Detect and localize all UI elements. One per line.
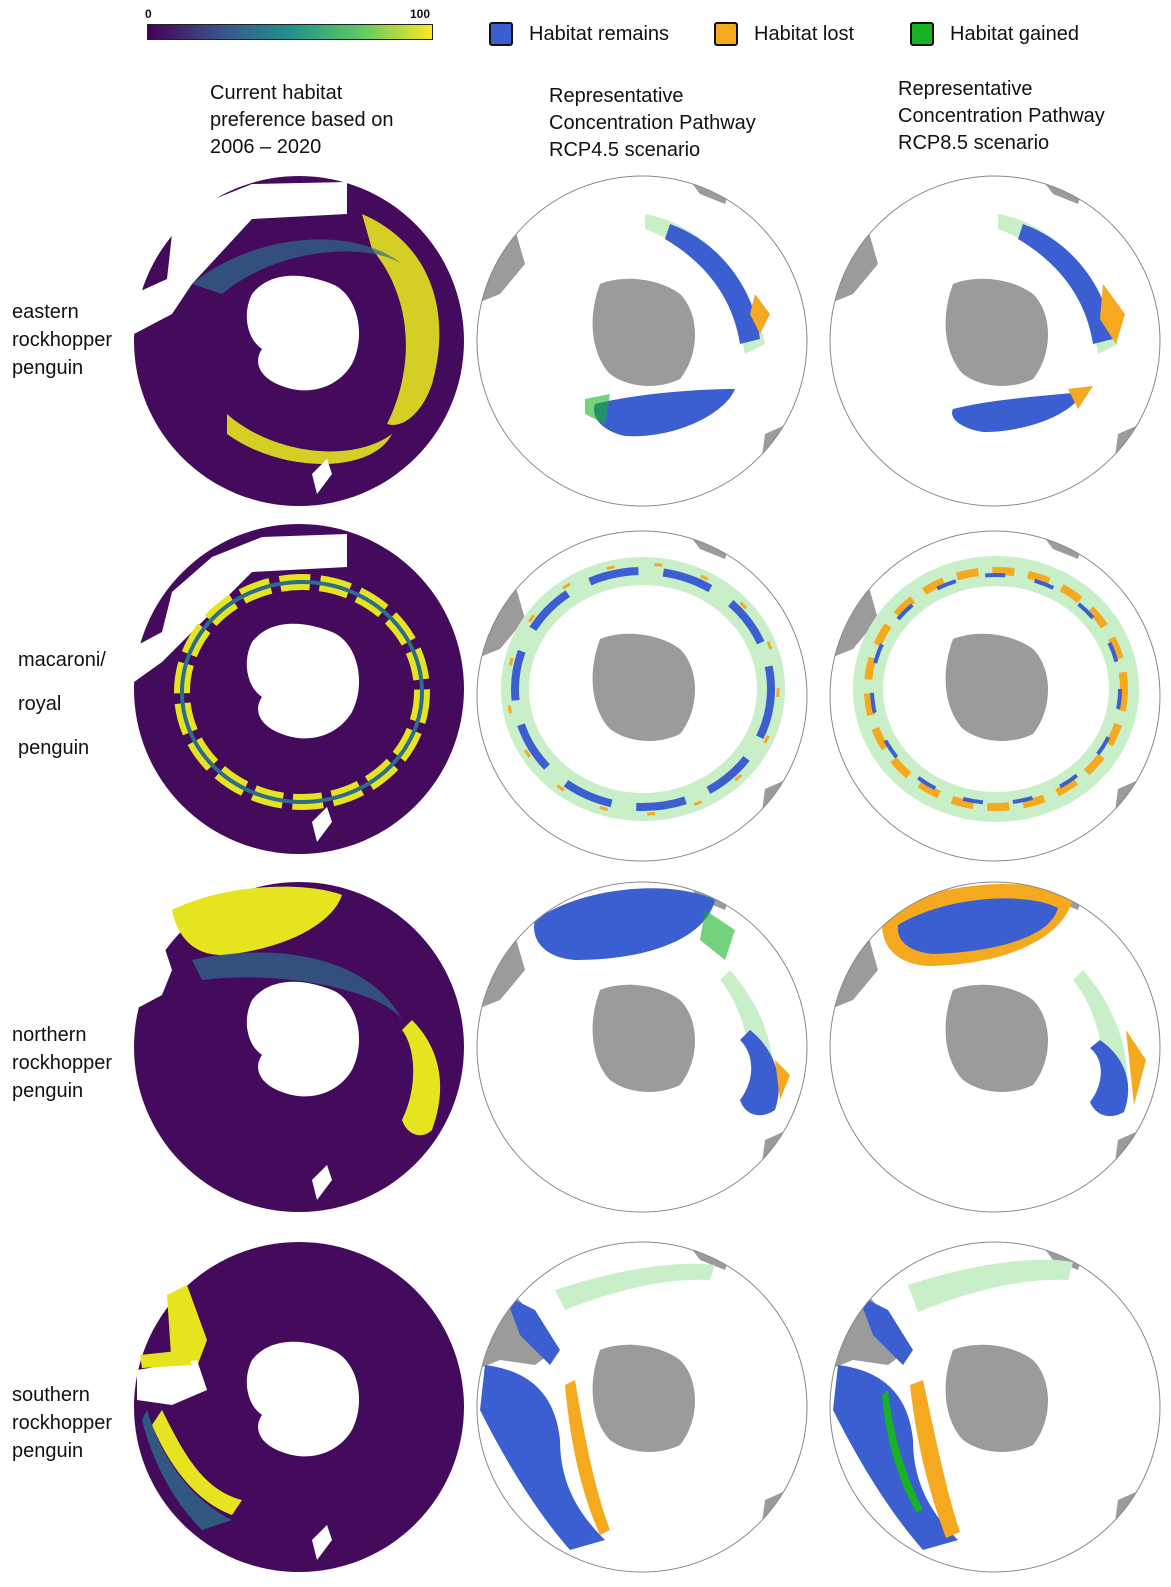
habitat-gained-area <box>882 1390 923 1512</box>
habitat-gained-swatch <box>910 22 934 46</box>
habitat-remains-area <box>534 888 715 960</box>
high-preference-band <box>152 1410 242 1515</box>
column-heading-rcp45: Representative Concentration Pathway RCP… <box>549 85 756 161</box>
map-outline <box>476 175 808 507</box>
medium-preference-band <box>192 239 402 294</box>
antarctica-mask <box>246 981 360 1097</box>
land-mask <box>312 807 332 842</box>
habitat-remains-area <box>858 1295 913 1365</box>
change-map-eastern-rcp45 <box>476 175 808 507</box>
change-map-macaroni-rcp45 <box>476 530 808 862</box>
habitat-remains-area <box>870 573 1122 805</box>
habitat-lost-area <box>910 1380 960 1538</box>
habitat-gained-area <box>700 910 735 960</box>
antarctica <box>945 633 1048 741</box>
antarctica <box>592 1344 695 1452</box>
change-map-southern-rcp85 <box>829 1241 1161 1573</box>
antarctica <box>592 633 695 741</box>
antarctica-mask <box>246 623 360 739</box>
map-outline <box>829 1241 1161 1573</box>
map-outline <box>829 530 1161 862</box>
column-heading-rcp85: Representative Concentration Pathway RCP… <box>898 78 1105 154</box>
antarctica-mask <box>246 1341 360 1457</box>
habitat-remains-swatch <box>489 22 513 46</box>
change-map-eastern-rcp85 <box>829 175 1161 507</box>
habitat-lost-area <box>775 1060 790 1100</box>
habitat-map-macaroni-current <box>134 524 464 854</box>
land-mask <box>312 459 332 494</box>
antarctica <box>945 278 1048 386</box>
colorbar-min-label: 0 <box>145 7 152 21</box>
legend-item-habitat-lost: Habitat lost <box>714 20 854 48</box>
map-outline <box>476 1241 808 1573</box>
row-label-macaroni-royal: macaroni/ royal penguin <box>18 649 106 759</box>
habitat-remains-area <box>1018 224 1113 344</box>
change-map-northern-rcp45 <box>476 881 808 1213</box>
map-outline <box>476 530 808 862</box>
habitat-remains-area <box>511 567 775 811</box>
medium-preference-band <box>192 952 402 1020</box>
habitat-map-northern-current <box>134 882 464 1212</box>
habitat-remains-area <box>952 392 1083 432</box>
antarctica <box>592 278 695 386</box>
habitat-lost-area <box>1068 386 1093 409</box>
colorbar-max-label: 100 <box>410 7 431 21</box>
high-preference-band <box>402 1020 441 1136</box>
habitat-gained-area <box>585 394 610 424</box>
habitat-lost-area <box>565 1380 610 1535</box>
land-mask <box>134 182 347 334</box>
habitat-lost-area <box>1100 284 1125 344</box>
medium-preference-band <box>142 1410 232 1530</box>
habitat-lost-swatch <box>714 22 738 46</box>
habitat-lost-area <box>506 562 780 816</box>
habitat-remains-area <box>505 1295 560 1365</box>
land-mask <box>137 1360 207 1405</box>
antarctica <box>945 1344 1048 1452</box>
high-preference-band <box>227 414 392 464</box>
habitat-lost-area <box>750 294 770 334</box>
antarctica-mask <box>246 275 360 391</box>
habitat-remains-area <box>1090 1040 1129 1117</box>
row-label-eastern-rockhopper: eastern rockhopper penguin <box>12 301 113 379</box>
legend-item-habitat-gained: Habitat gained <box>910 20 1079 48</box>
legend-item-habitat-remains: Habitat remains <box>489 20 669 48</box>
legend-label: Habitat gained <box>950 22 1079 45</box>
row-label-southern-rockhopper: southern rockhopper penguin <box>12 1384 113 1462</box>
map-outline <box>829 881 1161 1213</box>
habitat-remains-area <box>740 1030 779 1116</box>
high-preference-band <box>172 886 342 955</box>
land-mask <box>134 534 347 682</box>
legend-label: Habitat lost <box>754 22 855 45</box>
land-mask <box>134 940 172 1010</box>
antarctica <box>945 984 1048 1092</box>
land-mask <box>312 1525 332 1560</box>
habitat-remains-area <box>897 898 1058 954</box>
habitat-gained-area <box>908 1259 1073 1312</box>
row-label-northern-rockhopper: northern rockhopper penguin <box>12 1024 113 1102</box>
habitat-lost-area <box>864 567 1128 811</box>
habitat-remains-area <box>594 389 735 437</box>
high-preference-band <box>140 1350 192 1368</box>
change-map-northern-rcp85 <box>829 881 1161 1213</box>
habitat-remains-area <box>665 224 760 344</box>
map-outline <box>476 881 808 1213</box>
habitat-lost-area <box>1126 1030 1146 1105</box>
habitat-remains-area <box>480 1365 605 1550</box>
habitat-preference-colorbar <box>147 24 433 40</box>
habitat-map-eastern-current <box>134 176 464 506</box>
habitat-gained-area <box>555 1263 715 1310</box>
map-outline <box>829 175 1161 507</box>
land-mask <box>312 1165 332 1200</box>
medium-preference-ring <box>180 580 424 804</box>
change-map-macaroni-rcp85 <box>829 530 1161 862</box>
change-map-southern-rcp45 <box>476 1241 808 1573</box>
legend-label: Habitat remains <box>529 22 670 45</box>
habitat-map-southern-current <box>134 1242 464 1572</box>
antarctica <box>592 984 695 1092</box>
column-heading-current: Current habitat preference based on 2006… <box>210 82 394 158</box>
high-preference-band <box>362 214 440 425</box>
